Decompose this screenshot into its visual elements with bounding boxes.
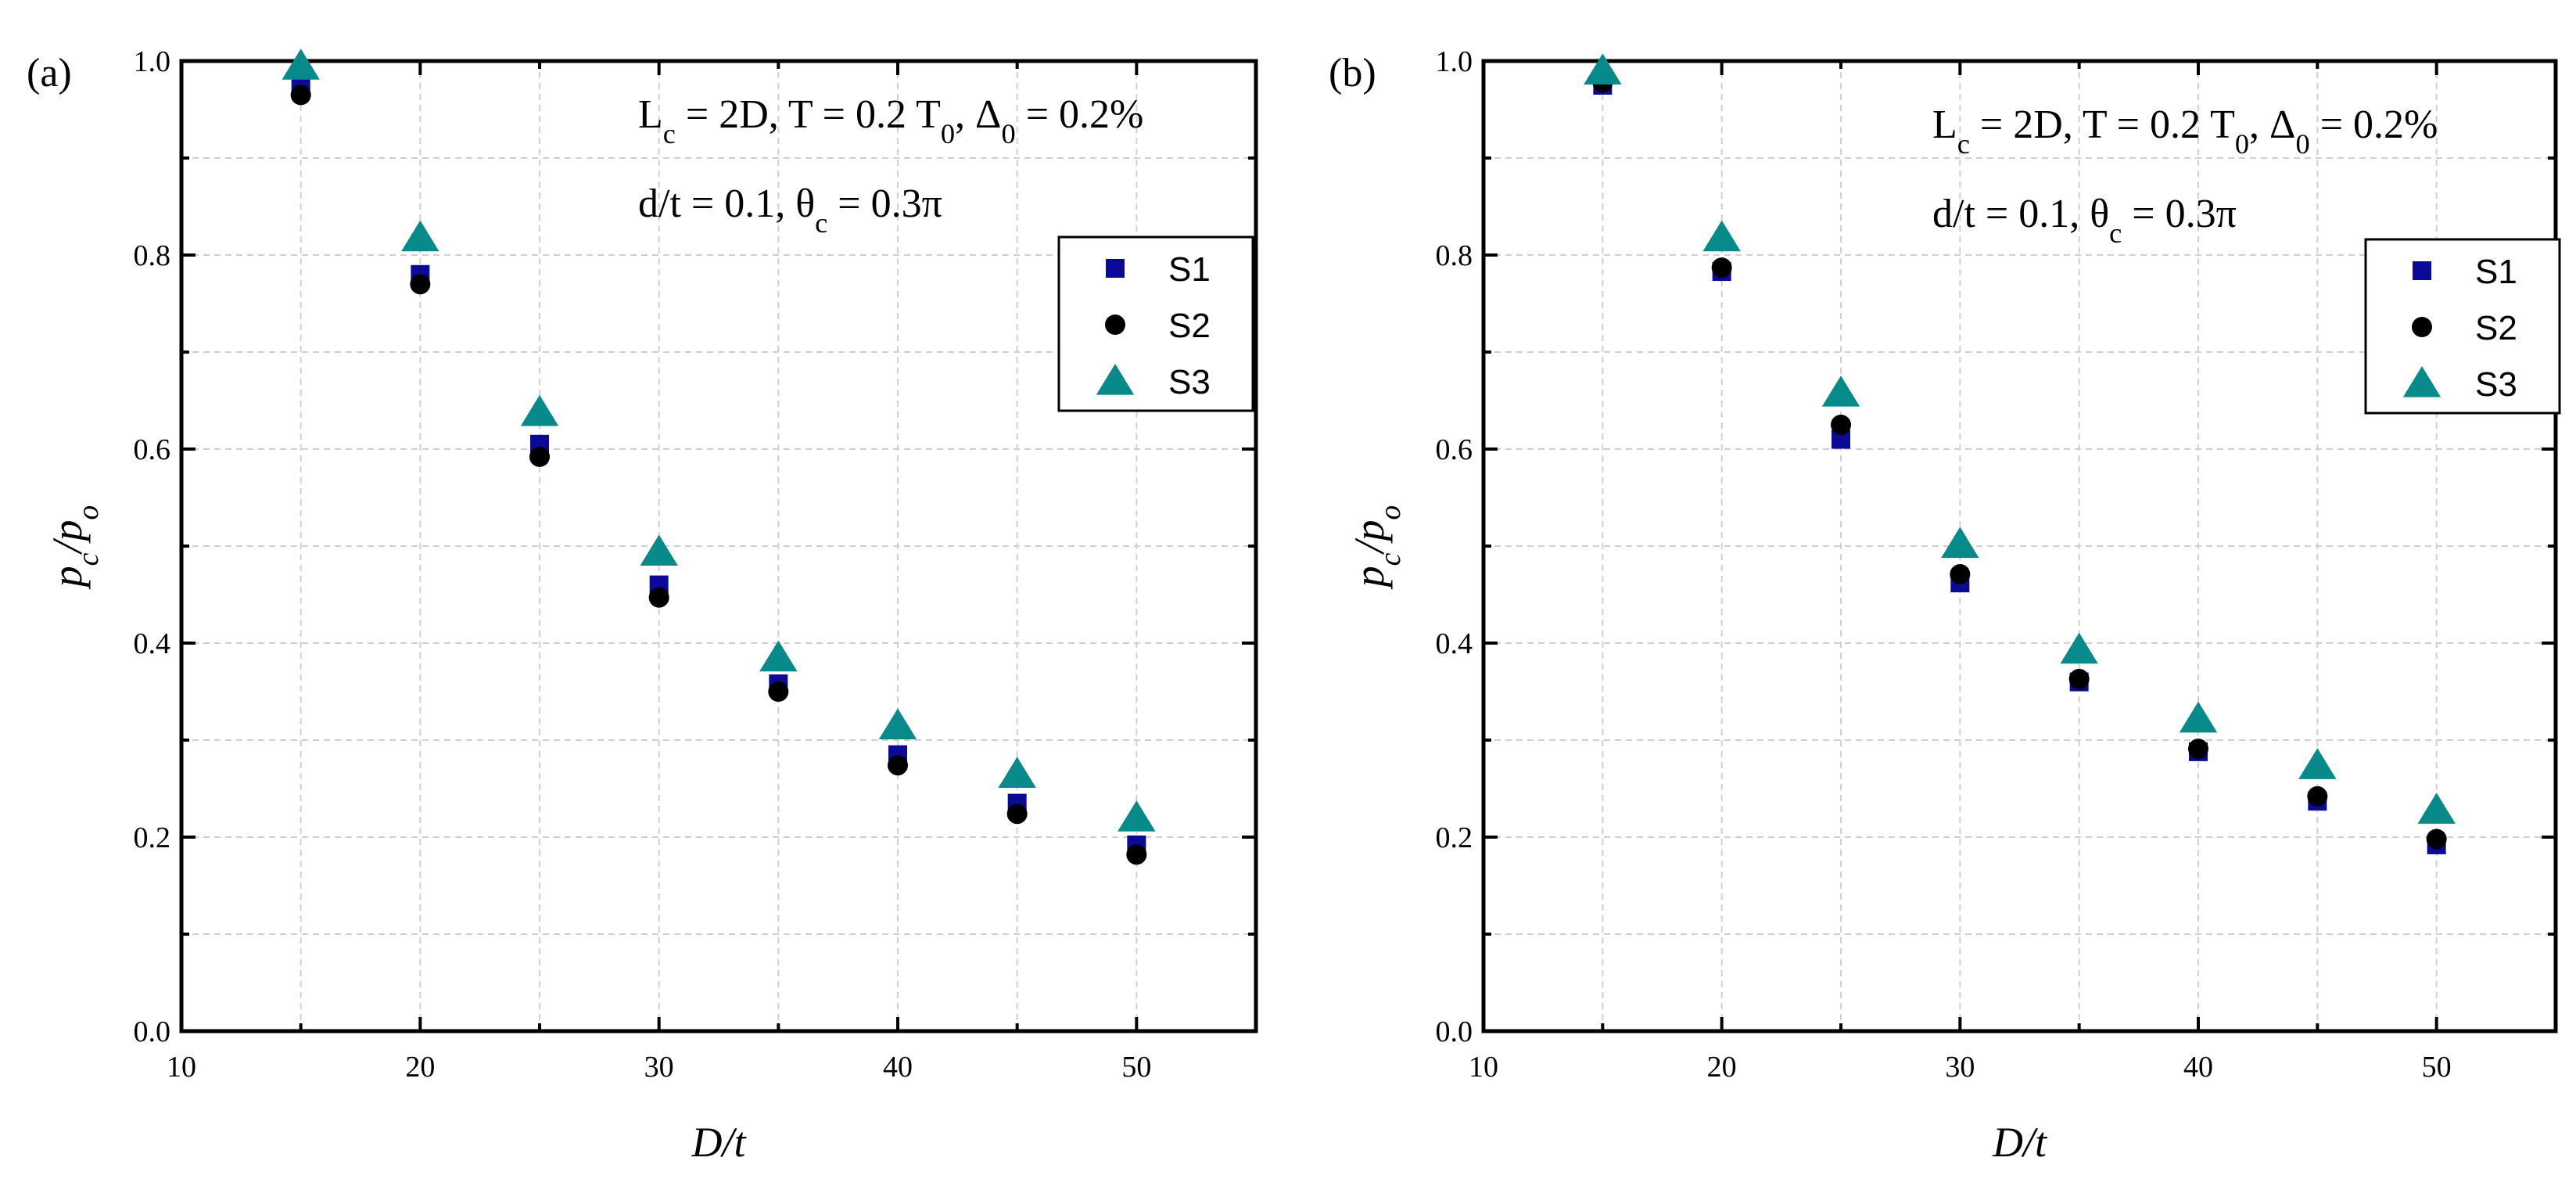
data-point-s3 (998, 757, 1036, 788)
y-axis-title: pc/po (1346, 505, 1407, 591)
x-tick-label: 20 (1707, 1051, 1737, 1084)
y-tick-label: 0.4 (134, 627, 171, 660)
data-point-s2 (648, 587, 669, 608)
data-point-s2 (2307, 785, 2328, 807)
annotation-line: Lc = 2D, T = 0.2 T0, Δ0 = 0.2% (638, 92, 1143, 149)
data-point-s3 (1941, 527, 1979, 559)
legend-label-s1: S1 (2475, 253, 2517, 291)
data-point-s3 (759, 640, 798, 672)
data-point-s3 (1584, 53, 1622, 84)
annotation-line: d/t = 0.1, θc = 0.3π (638, 182, 942, 239)
data-point-s2 (2188, 739, 2208, 760)
legend-label-s2: S2 (1168, 307, 1211, 345)
x-axis-title: D/t (1992, 1119, 2048, 1166)
data-point-s3 (2417, 793, 2456, 824)
legend-label-s1: S1 (1168, 250, 1211, 289)
x-axis-title: D/t (691, 1119, 747, 1166)
legend-label-s3: S3 (1168, 363, 1211, 401)
data-point-s2 (768, 681, 789, 702)
data-point-s2 (2068, 668, 2090, 689)
annotation-line: Lc = 2D, T = 0.2 T0, Δ0 = 0.2% (1932, 102, 2438, 160)
series-s2 (1592, 72, 2447, 850)
y-tick-label: 0.6 (134, 433, 171, 466)
legend-box (1057, 235, 1254, 412)
data-point-s2 (1950, 563, 1971, 584)
x-tick-label: 50 (1121, 1051, 1151, 1084)
data-point-s2 (410, 274, 431, 295)
y-axis-title: pc/po (44, 505, 105, 591)
panel-label: (a) (27, 51, 72, 95)
data-point-s3 (282, 49, 320, 80)
data-point-s2 (529, 446, 550, 467)
legend-label-s2: S2 (2475, 309, 2517, 347)
y-tick-label: 0.0 (134, 1015, 171, 1048)
series-s3 (1584, 53, 2456, 824)
legend-marker-s2 (2412, 317, 2432, 337)
data-point-s2 (290, 84, 311, 106)
chart-panel-b: 10 20 30 40 50 0.0 0.2 0.4 0.6 0.8 1.0 (b) D/t pc/po L… (1329, 45, 2561, 1166)
data-point-s3 (1118, 800, 1156, 832)
data-point-s2 (888, 755, 908, 776)
data-point-s3 (2060, 632, 2098, 664)
legend-marker-s3 (2402, 366, 2441, 397)
data-point-s3 (2298, 748, 2337, 779)
series-s2 (290, 84, 1147, 865)
legend-marker-s1 (2413, 261, 2431, 280)
panel-label: (b) (1329, 51, 1376, 95)
series-s3 (282, 49, 1156, 832)
y-tick-label: 0.8 (1436, 239, 1473, 272)
x-tick-label: 10 (1469, 1051, 1498, 1084)
x-tick-label: 50 (2422, 1051, 2452, 1084)
legend-marker-s1 (1106, 259, 1125, 278)
data-point-s3 (520, 394, 559, 426)
data-point-s2 (2426, 829, 2447, 850)
y-tick-label: 0.2 (1436, 821, 1473, 854)
data-point-s3 (1821, 376, 1860, 407)
x-tick-label: 40 (883, 1051, 913, 1084)
x-tick-label: 30 (644, 1051, 674, 1084)
x-tick-label: 30 (1945, 1051, 1975, 1084)
data-point-s2 (1126, 844, 1147, 865)
y-tick-label: 0.0 (1436, 1015, 1473, 1048)
annotation-line: d/t = 0.1, θc = 0.3π (1932, 192, 2237, 249)
y-tick-label: 1.0 (134, 45, 171, 78)
data-point-s3 (878, 708, 917, 739)
data-point-s2 (1831, 415, 1851, 435)
y-tick-label: 0.8 (134, 239, 171, 272)
data-point-s3 (1702, 220, 1741, 252)
data-point-s3 (640, 534, 678, 566)
chart-panel-a: 10 20 30 40 50 0.0 0.2 0.4 0.6 0.8 1.0 (a) D/t pc/po L… (27, 45, 1258, 1166)
data-point-s3 (401, 220, 439, 252)
y-tick-label: 0.6 (1436, 433, 1473, 466)
data-point-s2 (1006, 803, 1028, 825)
y-tick-label: 1.0 (1436, 45, 1473, 78)
data-point-s2 (1711, 257, 1732, 279)
x-tick-label: 20 (405, 1051, 435, 1084)
legend-marker-s3 (1096, 364, 1135, 395)
data-point-s3 (2179, 701, 2218, 733)
y-tick-label: 0.2 (134, 821, 171, 854)
x-tick-label: 40 (2183, 1051, 2213, 1084)
x-tick-label: 10 (167, 1051, 196, 1084)
y-tick-label: 0.4 (1436, 627, 1473, 660)
legend-box (2364, 238, 2561, 415)
legend-marker-s2 (1105, 315, 1125, 335)
legend-label-s3: S3 (2475, 365, 2517, 404)
